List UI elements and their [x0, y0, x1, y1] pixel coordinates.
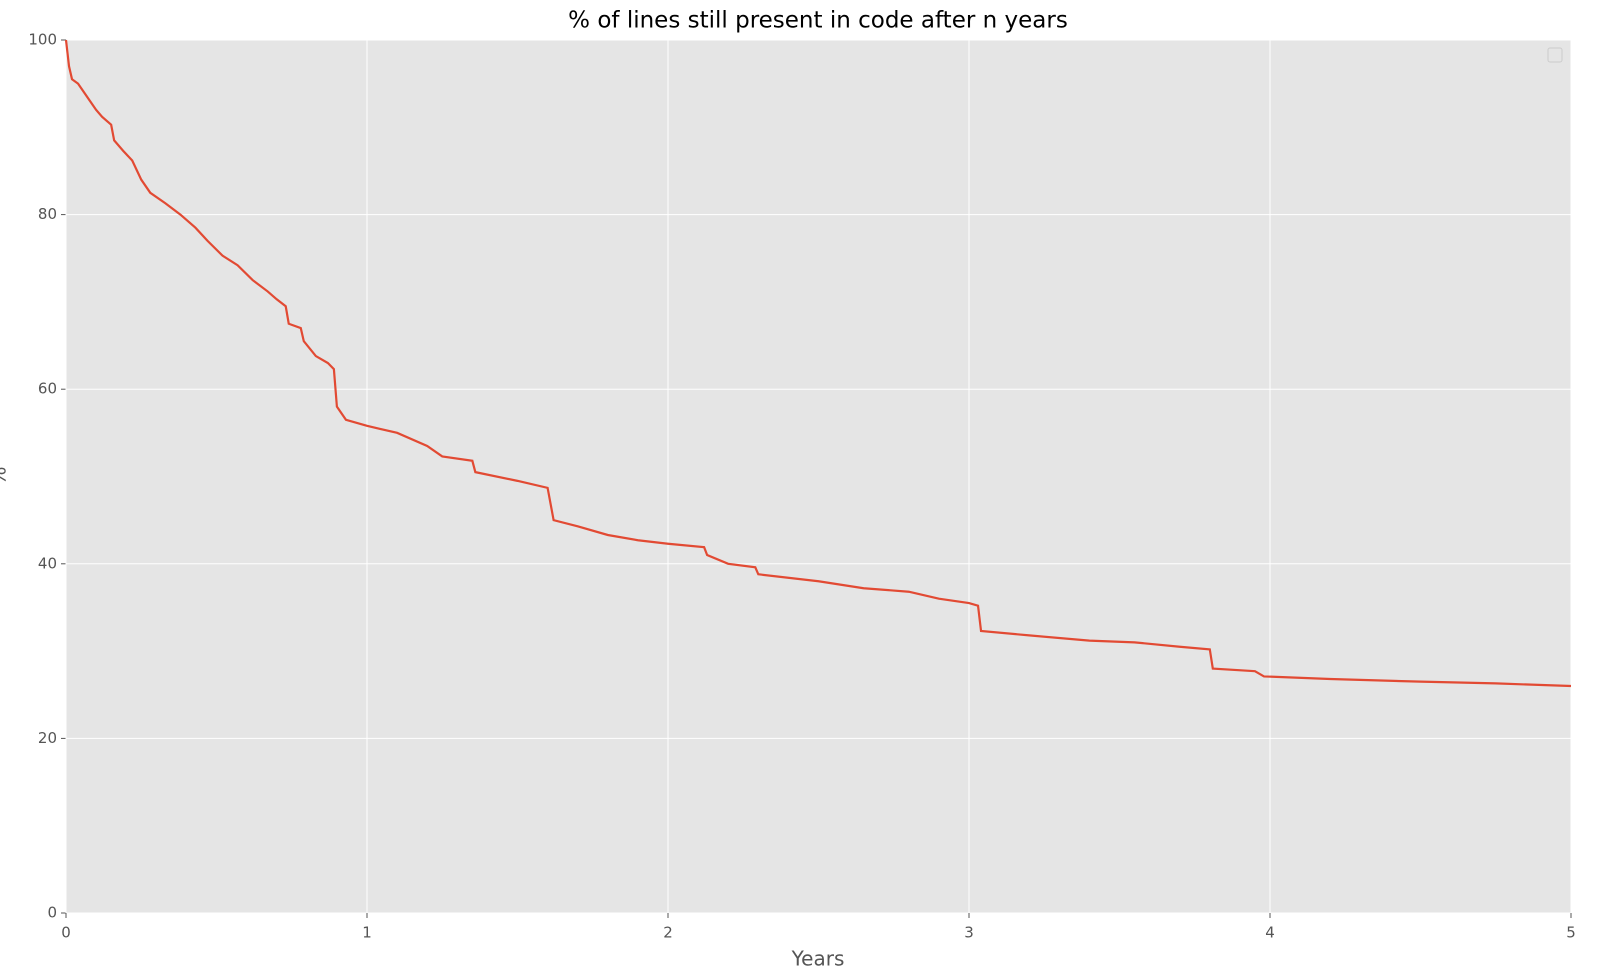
y-tick-label: 0	[47, 904, 57, 922]
data-line	[64, 39, 1572, 688]
x-tick-label: 0	[61, 924, 71, 942]
x-tick-label: 2	[663, 924, 673, 942]
plot-area	[66, 40, 1571, 913]
x-tick-label: 4	[1265, 924, 1275, 942]
y-tick-label: 60	[38, 380, 57, 398]
x-tick-label: 5	[1566, 924, 1576, 942]
x-tick-label: 3	[964, 924, 974, 942]
x-tick-label: 1	[362, 924, 372, 942]
legend-box	[1547, 47, 1563, 63]
y-tick-label: 40	[38, 554, 57, 572]
chart-title: % of lines still present in code after n…	[568, 8, 1068, 34]
y-axis-label: %	[0, 466, 11, 485]
y-tick-label: 100	[28, 31, 57, 49]
x-axis-label: Years	[791, 947, 845, 971]
y-tick-label: 80	[38, 205, 57, 223]
y-tick-label: 20	[38, 729, 57, 747]
